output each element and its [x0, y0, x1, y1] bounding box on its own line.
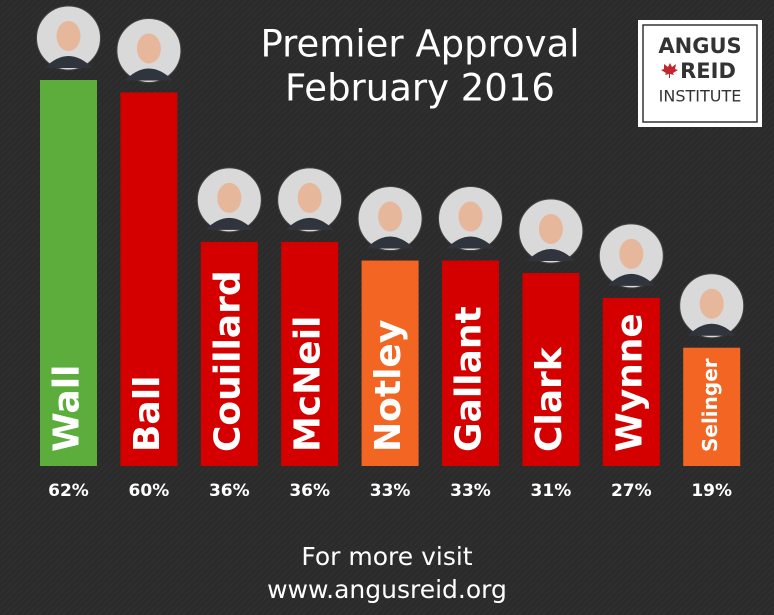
- portrait: [36, 5, 101, 71]
- bar: [442, 260, 499, 466]
- bar-name: McNeil: [288, 316, 329, 452]
- portrait-body: [124, 68, 173, 81]
- bar-name: Wall: [47, 365, 88, 452]
- portrait-face: [56, 21, 81, 51]
- bar: [683, 347, 741, 466]
- portrait-body: [44, 56, 93, 68]
- portrait-body: [366, 236, 415, 249]
- logo-box: [638, 20, 762, 127]
- portrait-face: [458, 201, 483, 232]
- bar-name: Wynne: [609, 313, 650, 452]
- bar-name: Clark: [529, 346, 570, 452]
- bar: [522, 273, 580, 466]
- bar: [40, 80, 97, 466]
- value-label: 31%: [531, 481, 572, 501]
- portrait-face: [136, 33, 161, 64]
- bar-name: Couillard: [207, 270, 248, 452]
- value-label: 62%: [48, 481, 89, 501]
- value-label: 36%: [209, 481, 250, 501]
- logo-text: ANGUS: [658, 34, 741, 58]
- portrait-body: [446, 236, 495, 249]
- value-label: 33%: [450, 481, 491, 501]
- bar: [361, 260, 419, 466]
- portrait: [277, 167, 343, 233]
- logo: ANGUS REID INSTITUTE: [638, 20, 762, 127]
- portrait: [116, 17, 182, 83]
- maple-leaf: [661, 63, 678, 78]
- bar-name: Gallant: [449, 306, 490, 452]
- value-label: 27%: [611, 481, 652, 501]
- portrait-body: [687, 323, 736, 336]
- portrait-face: [378, 201, 403, 232]
- logo-text: INSTITUTE: [659, 87, 742, 106]
- portrait-body: [285, 217, 334, 230]
- portrait: [438, 186, 503, 252]
- portrait-face: [538, 214, 563, 244]
- value-label: 19%: [691, 481, 732, 501]
- portrait: [357, 186, 423, 252]
- logo-border: [642, 24, 758, 123]
- bar-name: Ball: [127, 376, 168, 452]
- bar: [120, 92, 178, 467]
- portrait: [518, 198, 584, 264]
- value-label: 60%: [129, 481, 170, 501]
- portrait-body: [607, 273, 656, 286]
- portrait-body: [526, 249, 575, 261]
- bar-name: Selinger: [698, 358, 722, 452]
- bar-name: Notley: [368, 320, 409, 452]
- portrait-face: [297, 182, 322, 213]
- portrait: [598, 223, 664, 289]
- footer-text: For more visit: [301, 542, 472, 571]
- footer-url: www.angusreid.org: [267, 575, 507, 604]
- logo-text: REID: [680, 59, 736, 83]
- chart-title: Premier Approval: [260, 23, 579, 66]
- value-label: 36%: [289, 481, 330, 501]
- portrait-face: [619, 238, 644, 269]
- portrait: [679, 273, 745, 339]
- portrait-body: [205, 217, 254, 230]
- value-label: 33%: [370, 481, 411, 501]
- portrait-face: [699, 288, 724, 319]
- portrait-face: [217, 182, 242, 213]
- bar: [281, 241, 339, 466]
- bar: [200, 241, 258, 466]
- portrait: [196, 167, 262, 233]
- bar: [602, 297, 660, 466]
- chart-subtitle: February 2016: [285, 67, 555, 110]
